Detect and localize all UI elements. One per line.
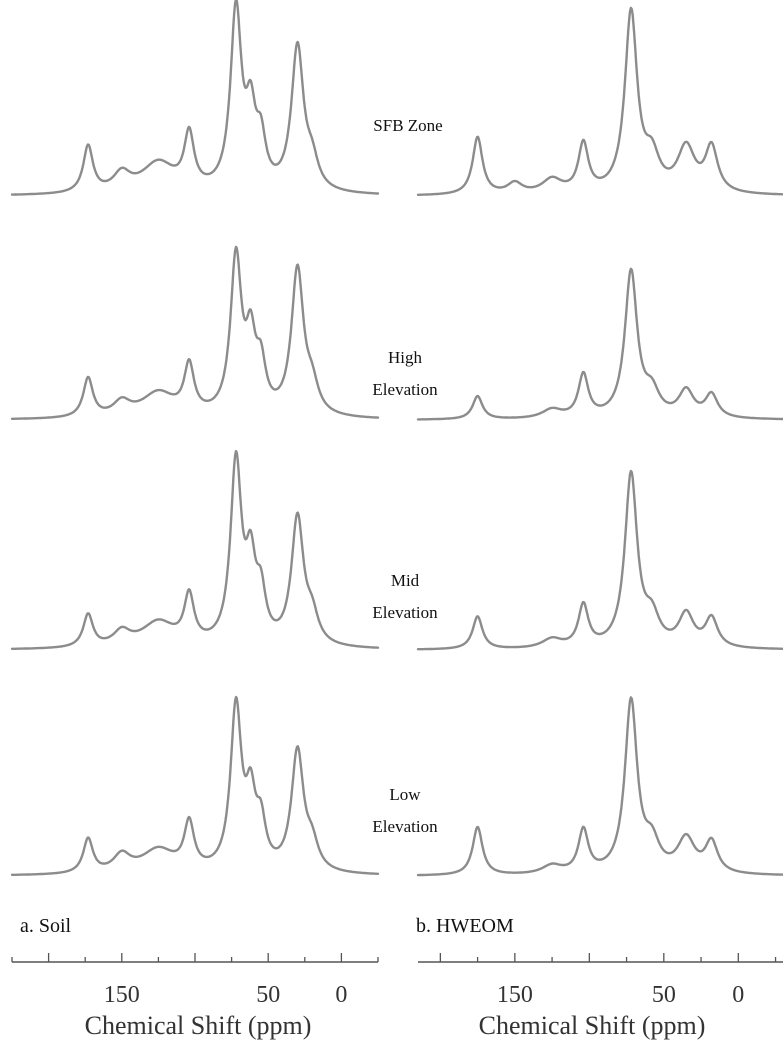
spectrum-bhweom-high-elevation <box>416 267 783 421</box>
spectrum-asoil-high-elevation <box>10 245 380 420</box>
x-axis-title-soil: Chemical Shift (ppm) <box>85 1011 312 1040</box>
row-label-mid-elevation: Elevation <box>372 603 438 622</box>
row-label-high-elevation: Elevation <box>372 380 438 399</box>
spectrum-bhweom-low-elevation <box>416 696 783 877</box>
x-axes: 150 50 0 150 50 0 <box>11 953 783 1008</box>
panel-label-soil: a. Soil <box>20 915 72 937</box>
row-label-high: High <box>388 348 423 367</box>
x-axis-title-hweom: Chemical Shift (ppm) <box>479 1011 706 1040</box>
spectrum-asoil-sfb-zone <box>10 0 380 196</box>
spectrum-asoil-low-elevation <box>10 695 380 876</box>
spectra-traces <box>10 0 783 877</box>
row-label-mid: Mid <box>391 571 420 590</box>
row-labels: SFB Zone High Elevation Mid Elevation Lo… <box>372 116 442 836</box>
row-label-sfb-zone: SFB Zone <box>373 116 442 135</box>
x-tick-label-50: 50 <box>652 982 676 1008</box>
row-label-low: Low <box>389 785 421 804</box>
spectrum-asoil-mid-elevation <box>10 449 380 650</box>
x-tick-label-150: 150 <box>104 982 140 1008</box>
row-label-low-elevation: Elevation <box>372 817 438 836</box>
spectrum-bhweom-sfb-zone <box>416 6 783 196</box>
spectrum-bhweom-mid-elevation <box>416 469 783 651</box>
x-tick-label-0: 0 <box>732 982 744 1008</box>
x-tick-label-0: 0 <box>335 982 347 1008</box>
x-tick-label-150: 150 <box>497 982 533 1008</box>
panel-label-hweom: b. HWEOM <box>416 915 514 937</box>
x-tick-label-50: 50 <box>256 982 280 1008</box>
